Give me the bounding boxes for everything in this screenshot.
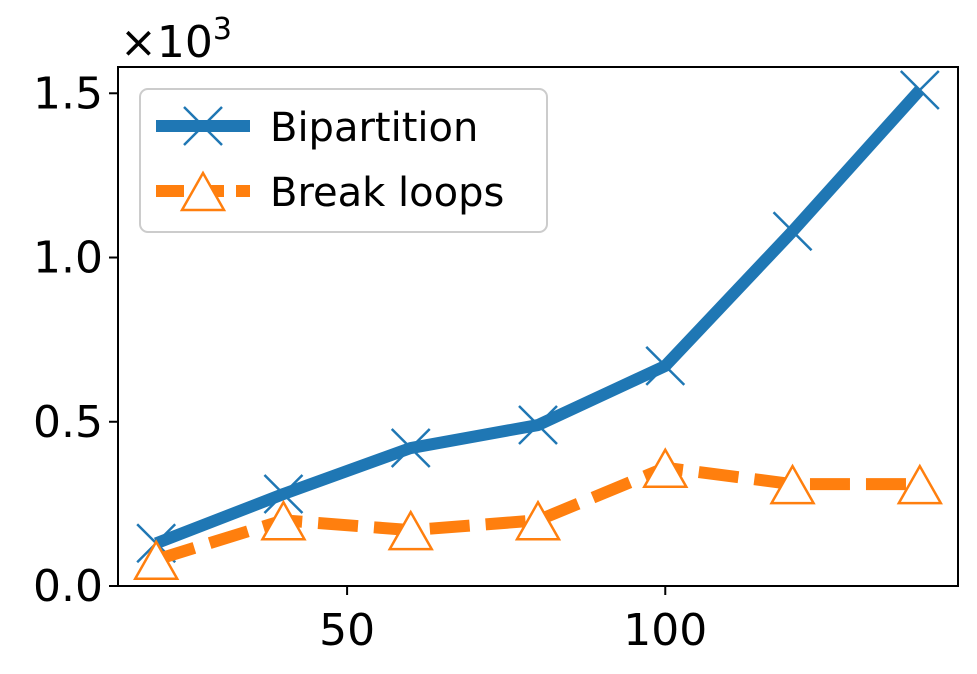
legend-entry-bipartition: Bipartition [156, 105, 478, 151]
data-point-break-loops [260, 499, 307, 541]
legend: Bipartition Break loops [139, 88, 548, 233]
y-scale-exponent: 3 [213, 12, 232, 47]
y-tick-label: 0.5 [33, 397, 103, 448]
data-point-bipartition [899, 70, 940, 110]
y-scale-label: ×103 [120, 12, 232, 68]
y-tick-label: 1.0 [33, 233, 103, 284]
data-point-break-loops [514, 499, 562, 541]
legend-label: Break loops [270, 170, 504, 216]
y-tick-label: 0.0 [33, 561, 103, 612]
legend-label: Bipartition [270, 105, 478, 151]
legend-marker [183, 106, 223, 146]
plot-frame [117, 66, 959, 587]
data-point-break-loops [133, 539, 180, 580]
data-point-break-loops [387, 509, 434, 551]
data-point-bipartition [390, 428, 431, 468]
x-tick-label: 100 [623, 605, 707, 656]
y-axis: 0.0 0.5 1.0 1.5 [33, 68, 118, 612]
data-point-break-loops [769, 463, 816, 505]
x-tick-label: 50 [319, 605, 375, 656]
x-axis: 50 100 [319, 586, 707, 656]
legend-marker [179, 170, 227, 212]
data-point-bipartition [518, 405, 558, 445]
data-point-bipartition [645, 346, 686, 386]
y-scale-base: ×10 [120, 17, 213, 68]
data-point-break-loops [896, 463, 943, 505]
data-point-bipartition [263, 474, 304, 514]
y-tick-label: 1.5 [33, 68, 103, 119]
series-layer [133, 70, 943, 580]
data-point-break-loops [642, 447, 689, 488]
data-point-bipartition [772, 211, 813, 252]
legend-entry-break-loops: Break loops [156, 170, 504, 216]
